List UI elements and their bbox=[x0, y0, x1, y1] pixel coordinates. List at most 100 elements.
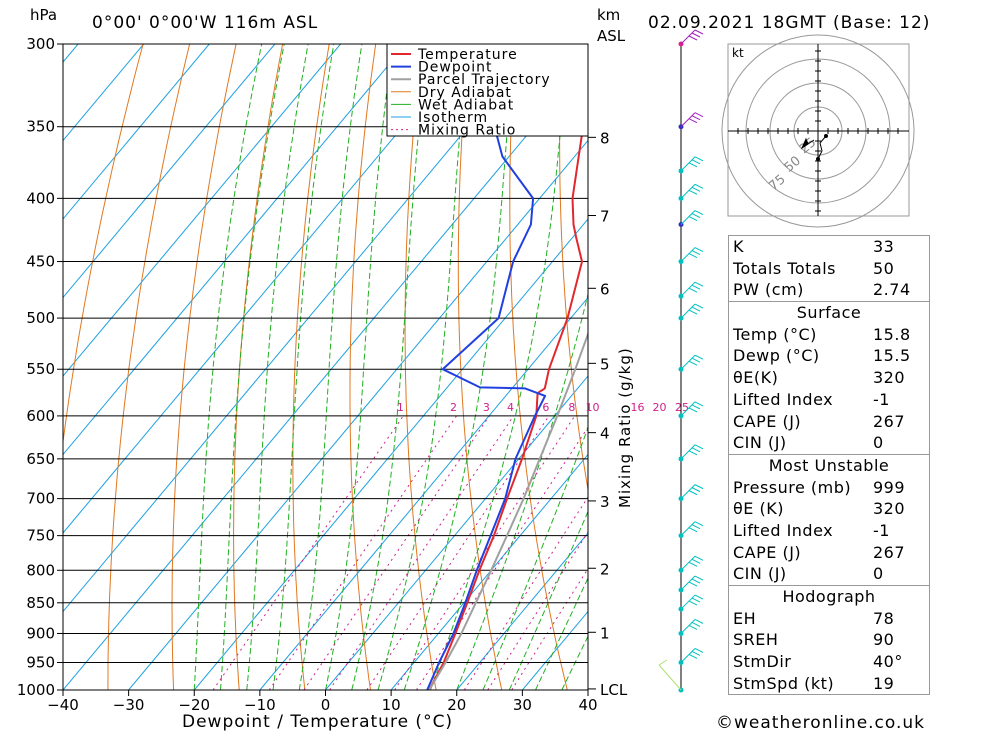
wind-barb bbox=[680, 281, 704, 297]
pressure-axis-labels: 300 350 400 450 500 550 600 650 700 750 800 850 900 9… bbox=[17, 35, 63, 699]
storm-motion-arrow bbox=[800, 137, 815, 150]
legend-label: Isotherm bbox=[418, 110, 488, 126]
hodograph-trace bbox=[817, 135, 827, 160]
hodograph-row: StmSpd (kt) 19 bbox=[733, 673, 895, 693]
pressure-label: 700 bbox=[26, 490, 55, 508]
index-row-totals: Totals Totals 50 bbox=[733, 258, 895, 278]
dry-adiabat-line bbox=[934, 44, 1000, 690]
x-tick-label: −40 bbox=[47, 696, 79, 714]
dewpoint-line bbox=[426, 44, 547, 690]
most-unstable-row: CAPE (J) 267 bbox=[733, 542, 906, 562]
wet-adiabat-line bbox=[193, 44, 263, 690]
surface-row: Lifted Index -1 bbox=[733, 389, 890, 409]
dry-adiabat-line bbox=[171, 44, 237, 690]
pressure-label: 850 bbox=[26, 594, 55, 612]
dry-adiabat-line bbox=[349, 44, 377, 690]
legend-label: Temperature bbox=[417, 47, 518, 63]
legend-label: Dewpoint bbox=[418, 60, 493, 76]
wind-barb bbox=[680, 303, 704, 319]
isotherm-line bbox=[325, 375, 588, 690]
km-axis-labels: 8 7 6 5 4 3 2 1 LCL bbox=[588, 129, 628, 699]
datetime-title: 02.09.2021 18GMT (Base: 12) bbox=[648, 13, 930, 33]
wind-barb bbox=[680, 594, 704, 610]
hodograph-table-title: Hodograph bbox=[729, 585, 929, 608]
km-label: 5 bbox=[600, 355, 610, 373]
hodograph-point bbox=[816, 157, 820, 161]
mixing-ratio-label: 1 bbox=[397, 401, 404, 414]
wet-adiabat-line bbox=[482, 426, 588, 690]
wet-adiabat-line bbox=[272, 44, 335, 690]
mixing-ratio-labels: 1 2 3 4 6 8 10 16 20 25 bbox=[397, 401, 689, 414]
legend-label: Wet Adiabat bbox=[418, 97, 514, 113]
index-row-pw: PW (cm) 2.74 bbox=[733, 280, 911, 300]
pressure-label: 1000 bbox=[17, 681, 55, 699]
legend-label: Parcel Trajectory bbox=[418, 72, 551, 88]
index-row-k: K 33 bbox=[733, 237, 895, 256]
mixing-ratio-label: 25 bbox=[675, 401, 689, 414]
dry-adiabat-line bbox=[107, 44, 191, 690]
wind-barb bbox=[680, 521, 704, 536]
hodograph-row: SREH 90 bbox=[733, 630, 895, 650]
x-tick-label: 0 bbox=[321, 696, 331, 714]
isotherm-line bbox=[63, 44, 210, 220]
wind-barb bbox=[680, 444, 704, 460]
wind-barb bbox=[680, 401, 704, 417]
sounding-series bbox=[426, 44, 588, 690]
legend-box bbox=[386, 43, 589, 137]
most-unstable-title: Most Unstable bbox=[729, 453, 929, 477]
most-unstable-row: CIN (J) 0 bbox=[733, 564, 884, 584]
mixing-ratio-line bbox=[415, 426, 588, 690]
hodograph-point bbox=[824, 134, 828, 138]
x-tick-label: 20 bbox=[447, 696, 466, 714]
wet-adiabat-line bbox=[220, 44, 285, 690]
hodograph-unit: kt bbox=[732, 46, 744, 60]
km-label: LCL bbox=[600, 681, 628, 699]
km-label: 3 bbox=[600, 493, 610, 511]
pressure-label: 450 bbox=[26, 253, 55, 271]
hodograph-ring bbox=[721, 34, 915, 228]
wet-adiabat-line bbox=[430, 44, 569, 690]
km-label: 2 bbox=[600, 560, 610, 578]
legend-label: Mixing Ratio bbox=[418, 123, 516, 139]
mixing-ratio-line bbox=[268, 415, 457, 690]
km-label: 6 bbox=[600, 280, 610, 298]
mixing-ratio-line bbox=[463, 496, 588, 690]
most-unstable-row: Lifted Index -1 bbox=[733, 520, 890, 540]
surface-wind-barb bbox=[658, 659, 682, 691]
indices-table: K 33 Totals Totals 50 PW (cm) 2.74 Surface … bbox=[728, 235, 930, 696]
mixing-ratio-label: 6 bbox=[542, 401, 549, 414]
mixing-ratio-line bbox=[303, 415, 490, 690]
wet-adiabat-line bbox=[508, 510, 588, 690]
x-tick-label: 30 bbox=[513, 696, 532, 714]
pressure-label: 300 bbox=[26, 35, 55, 53]
dry-adiabat-line bbox=[404, 44, 437, 690]
isotherm-line bbox=[63, 44, 341, 377]
pressure-label: 500 bbox=[26, 309, 55, 327]
dry-adiabat-line bbox=[981, 44, 1000, 690]
x-tick-label: 10 bbox=[382, 696, 401, 714]
km-label: 4 bbox=[600, 425, 610, 443]
pressure-label: 650 bbox=[26, 450, 55, 468]
isotherm-line bbox=[63, 61, 588, 690]
wind-barb-column bbox=[658, 29, 704, 693]
wind-barb bbox=[680, 354, 704, 370]
mixing-ratio-label: 4 bbox=[507, 401, 514, 414]
km-unit-label: km bbox=[597, 6, 620, 24]
wind-barb bbox=[680, 648, 704, 663]
x-tick-label: −10 bbox=[244, 696, 276, 714]
hodograph-row: EH 78 bbox=[733, 608, 895, 628]
pressure-label: 600 bbox=[26, 407, 55, 425]
surface-row: Temp (°C) 15.8 bbox=[733, 324, 911, 344]
pressure-label: 400 bbox=[26, 189, 55, 207]
isotherm-line bbox=[456, 532, 588, 690]
pressure-label: 800 bbox=[26, 561, 55, 579]
isotherm-line bbox=[63, 44, 538, 613]
mixing-ratio-label: 3 bbox=[483, 401, 490, 414]
pressure-unit-label: hPa bbox=[30, 6, 57, 24]
km-label: 7 bbox=[600, 208, 610, 226]
wind-barb bbox=[680, 29, 704, 45]
mixing-ratio-axis-title: Mixing Ratio (g/kg) bbox=[616, 347, 634, 508]
